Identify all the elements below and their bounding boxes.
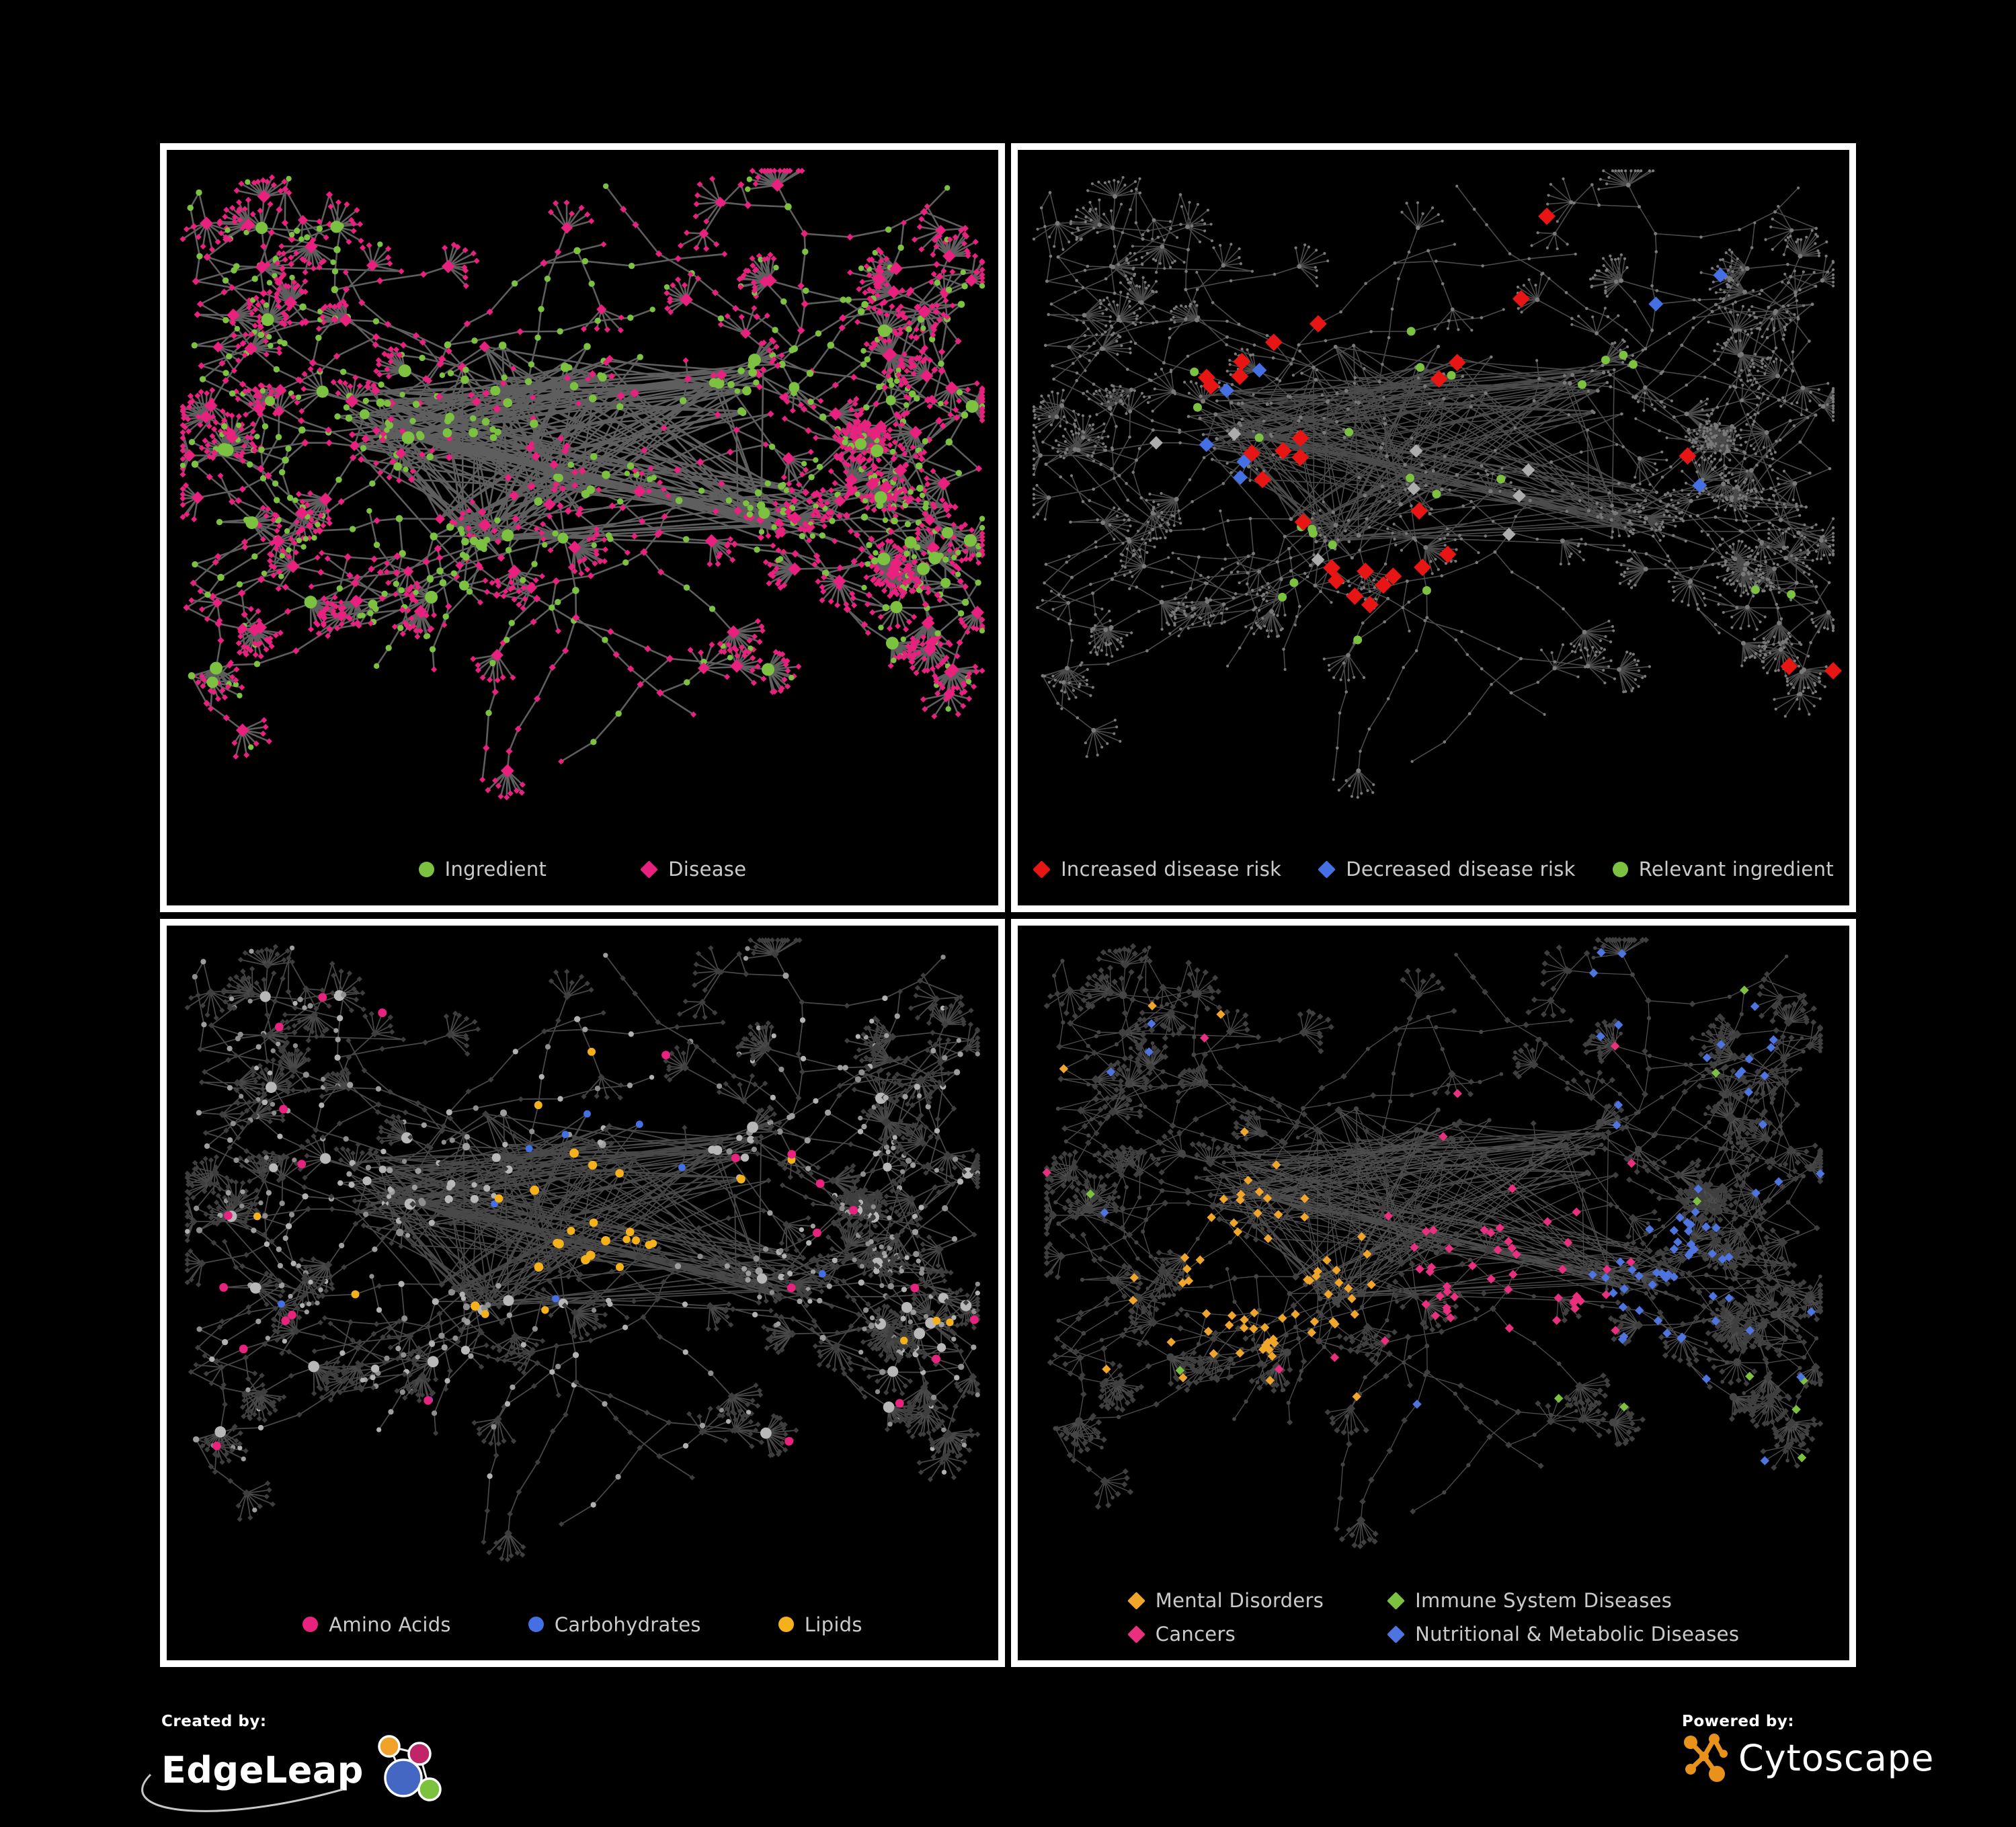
legend-item-carbohydrates: Carbohydrates: [528, 1613, 701, 1636]
edgeleap-logo-text: EdgeLeap: [161, 1749, 364, 1791]
panel-ingredient-class: Amino Acids Carbohydrates Lipids: [160, 919, 1005, 1667]
legend-label: Decreased disease risk: [1346, 858, 1576, 881]
legend-label: Relevant ingredient: [1638, 858, 1834, 881]
network-canvas-ingredient-disease: [179, 167, 985, 801]
diamond-marker-icon: [1127, 1591, 1145, 1610]
legend-3: Amino Acids Carbohydrates Lipids: [167, 1588, 998, 1660]
edgeleap-network-icon: [378, 1735, 442, 1801]
legend-grid: Mental Disorders Immune System Diseases Ca…: [1127, 1589, 1739, 1646]
diamond-marker-icon: [640, 860, 659, 879]
legend-item-immune-system-diseases: Immune System Diseases: [1387, 1589, 1739, 1612]
legend-row: Ingredient Disease: [418, 858, 747, 881]
edgeleap-wordmark-row: EdgeLeap: [141, 1733, 446, 1812]
diamond-marker-icon: [1387, 1591, 1406, 1610]
diamond-marker-icon: [1318, 860, 1336, 879]
cytoscape-logo-icon: [1684, 1734, 1728, 1782]
cytoscape-wordmark-row: Cytoscape: [1682, 1732, 1934, 1785]
legend-item-relevant-ingredient: Relevant ingredient: [1612, 858, 1834, 881]
legend-1: Ingredient Disease: [167, 833, 998, 905]
legend-row: Increased disease risk Decreased disease …: [1033, 858, 1834, 881]
legend-label: Disease: [668, 858, 747, 881]
legend-item-nutritional-metabolic-diseases: Nutritional & Metabolic Diseases: [1387, 1623, 1739, 1646]
legend-label: Amino Acids: [329, 1613, 451, 1636]
cytoscape-branding: Powered by: Cytoscape: [1682, 1713, 1934, 1785]
legend-label: Nutritional & Metabolic Diseases: [1415, 1623, 1740, 1646]
legend-2: Increased disease risk Decreased disease …: [1018, 833, 1849, 905]
legend-item-ingredient: Ingredient: [418, 858, 547, 881]
powered-by-label: Powered by:: [1682, 1713, 1795, 1730]
legend-label: Carbohydrates: [554, 1613, 701, 1636]
legend-label: Increased disease risk: [1061, 858, 1282, 881]
network-canvas-disease-risk: [1032, 169, 1843, 799]
panels-grid: Ingredient Disease Increased disease risk…: [160, 143, 1856, 1667]
panel-ingredient-disease: Ingredient Disease: [160, 143, 1005, 912]
diamond-marker-icon: [1033, 860, 1051, 879]
legend-label: Cancers: [1155, 1623, 1236, 1646]
legend-item-decreased-disease-risk: Decreased disease risk: [1318, 858, 1575, 881]
created-by-label: Created by:: [161, 1713, 267, 1730]
circle-marker-icon: [418, 861, 434, 877]
legend-label: Lipids: [804, 1613, 862, 1636]
panel-disease-risk: Increased disease risk Decreased disease …: [1011, 143, 1856, 912]
legend-label: Ingredient: [444, 858, 547, 881]
edgeleap-branding: Created by: EdgeLeap: [141, 1713, 446, 1812]
network-canvas-ingredient-class: [184, 937, 981, 1563]
legend-label: Mental Disorders: [1155, 1589, 1324, 1613]
legend-item-increased-disease-risk: Increased disease risk: [1033, 858, 1281, 881]
legend-item-disease: Disease: [640, 858, 747, 881]
legend-item-lipids: Lipids: [778, 1613, 862, 1636]
legend-4: Mental Disorders Immune System Diseases Ca…: [1018, 1574, 1849, 1660]
circle-marker-icon: [528, 1617, 544, 1633]
circle-marker-icon: [778, 1617, 794, 1633]
legend-item-mental-disorders: Mental Disorders: [1127, 1589, 1324, 1613]
diamond-marker-icon: [1387, 1625, 1406, 1643]
cytoscape-logo-text: Cytoscape: [1738, 1737, 1935, 1779]
legend-item-cancers: Cancers: [1127, 1623, 1324, 1646]
circle-marker-icon: [303, 1617, 319, 1633]
legend-row: Amino Acids Carbohydrates Lipids: [303, 1613, 862, 1636]
panel-disease-class: Mental Disorders Immune System Diseases Ca…: [1011, 919, 1856, 1667]
network-canvas-disease-class: [1042, 936, 1825, 1549]
circle-marker-icon: [1612, 861, 1628, 877]
legend-label: Immune System Diseases: [1415, 1589, 1672, 1613]
legend-item-amino-acids: Amino Acids: [303, 1613, 451, 1636]
diamond-marker-icon: [1127, 1625, 1145, 1643]
